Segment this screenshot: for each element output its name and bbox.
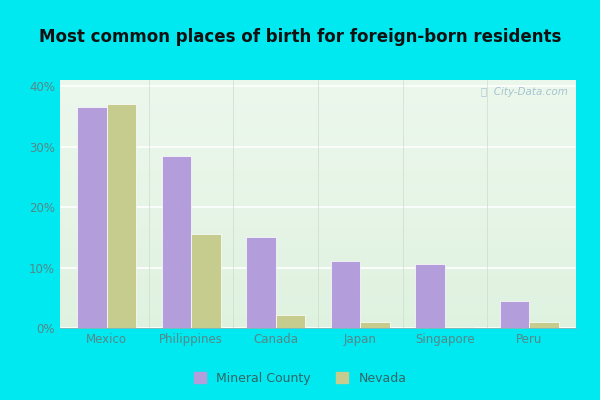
Bar xyxy=(246,237,276,328)
Bar xyxy=(276,315,305,328)
Bar xyxy=(161,156,191,328)
Bar xyxy=(529,322,559,328)
Bar xyxy=(445,327,475,328)
Text: Most common places of birth for foreign-born residents: Most common places of birth for foreign-… xyxy=(39,28,561,46)
Bar xyxy=(331,262,360,328)
Bar xyxy=(415,264,445,328)
Bar xyxy=(500,301,529,328)
Bar xyxy=(77,107,107,328)
Text: ⓘ  City-Data.com: ⓘ City-Data.com xyxy=(481,88,568,98)
Bar xyxy=(360,322,390,328)
Bar xyxy=(107,104,136,328)
Legend: Mineral County, Nevada: Mineral County, Nevada xyxy=(188,367,412,390)
Bar xyxy=(191,234,221,328)
